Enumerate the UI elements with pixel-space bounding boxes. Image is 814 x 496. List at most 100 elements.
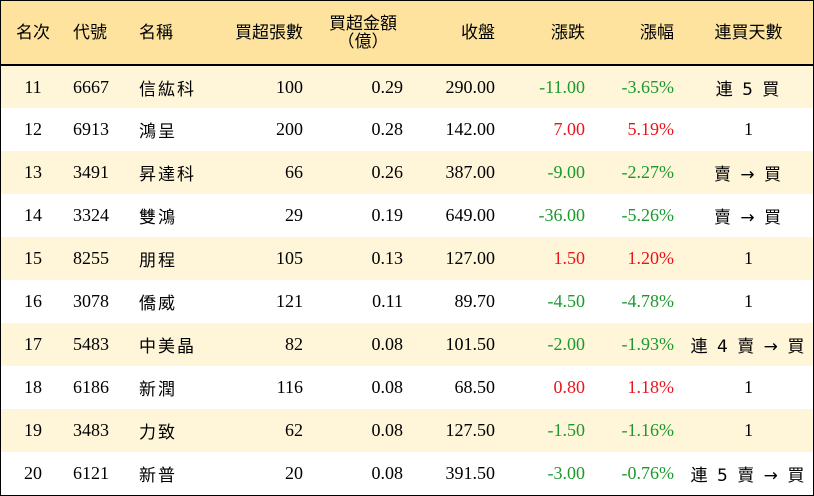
cell-code: 6913 (73, 119, 109, 139)
cell-change: 7.00 (553, 119, 586, 139)
cell-change-pct: -1.16% (621, 420, 675, 440)
cell-change-pct: -5.26% (621, 205, 675, 225)
header-code: 代號 (65, 1, 131, 66)
cell-change: -1.50 (547, 420, 586, 440)
cell-change: -4.50 (547, 291, 586, 311)
cell-close: 89.70 (454, 291, 496, 311)
cell-code: 6186 (73, 377, 109, 397)
cell-rank: 15 (24, 248, 42, 268)
cell-name: 力致 (139, 423, 177, 443)
cell-close: 101.50 (445, 334, 496, 354)
cell-rank: 13 (24, 162, 42, 182)
cell-change: -3.00 (547, 463, 586, 483)
cell-consecutive-days: 連 4 賣 → 買 (690, 337, 807, 357)
cell-change: -9.00 (547, 162, 586, 182)
cell-change-pct: 1.20% (627, 248, 675, 268)
cell-name: 昇達科 (139, 165, 196, 185)
cell-code: 6121 (73, 463, 109, 483)
cell-net-buy-amount: 0.08 (371, 420, 404, 440)
cell-code: 3324 (73, 205, 109, 225)
table-row: 18 6186 新潤 116 0.08 68.50 0.80 1.18% 1 (1, 366, 813, 409)
table-row: 14 3324 雙鴻 29 0.19 649.00 -36.00 -5.26% 賣 → 買 (1, 194, 813, 237)
cell-net-buy-amount: 0.19 (371, 205, 404, 225)
cell-change: 0.80 (553, 377, 586, 397)
cell-close: 391.50 (445, 463, 496, 483)
header-rank: 名次 (1, 1, 65, 66)
cell-change-pct: -3.65% (621, 76, 675, 97)
cell-net-buy-lots: 82 (285, 334, 303, 354)
table-row: 19 3483 力致 62 0.08 127.50 -1.50 -1.16% 1 (1, 409, 813, 452)
cell-consecutive-days: 賣 → 買 (713, 208, 784, 228)
cell-net-buy-lots: 29 (285, 205, 303, 225)
cell-name: 中美晶 (139, 337, 196, 357)
cell-net-buy-amount: 0.26 (371, 162, 404, 182)
cell-rank: 16 (24, 291, 42, 311)
cell-rank: 18 (24, 377, 42, 397)
cell-change-pct: -1.93% (621, 334, 675, 354)
cell-net-buy-amount: 0.08 (371, 463, 404, 483)
cell-net-buy-lots: 66 (285, 162, 303, 182)
cell-net-buy-amount: 0.29 (371, 76, 404, 97)
cell-change-pct: 1.18% (627, 377, 675, 397)
header-name: 名稱 (131, 1, 213, 66)
cell-net-buy-amount: 0.08 (371, 377, 404, 397)
table-header-row: 名次 代號 名稱 買超張數 買超金額 （億） 收盤 漲跌 漲幅 連買天數 (1, 1, 813, 66)
cell-close: 387.00 (445, 162, 496, 182)
cell-consecutive-days: 1 (744, 291, 753, 311)
table-row: 12 6913 鴻呈 200 0.28 142.00 7.00 5.19% 1 (1, 108, 813, 151)
cell-name: 朋程 (139, 251, 177, 271)
cell-net-buy-lots: 116 (276, 377, 303, 397)
cell-consecutive-days: 1 (744, 248, 753, 268)
cell-close: 649.00 (445, 205, 496, 225)
cell-rank: 11 (24, 76, 42, 97)
header-net-buy-amount-line2: （億） (337, 31, 389, 52)
cell-rank: 19 (24, 420, 42, 440)
table-row: 20 6121 新普 20 0.08 391.50 -3.00 -0.76% 連 5 賣 → 買 (1, 452, 813, 495)
cell-consecutive-days: 連 5 賣 → 買 (690, 466, 807, 486)
cell-name: 新潤 (139, 380, 177, 400)
cell-code: 5483 (73, 334, 109, 354)
cell-code: 6667 (73, 76, 109, 97)
header-change: 漲跌 (505, 1, 595, 66)
table-row: 11 6667 信紘科 100 0.29 290.00 -11.00 -3.65% 連 5 買 (1, 65, 813, 108)
cell-change: -11.00 (539, 76, 585, 97)
cell-name: 新普 (139, 466, 177, 486)
header-close: 收盤 (413, 1, 505, 66)
cell-change: 1.50 (553, 248, 586, 268)
cell-code: 8255 (73, 248, 109, 268)
header-net-buy-amount: 買超金額 （億） (313, 1, 413, 66)
cell-rank: 20 (24, 463, 42, 483)
cell-change-pct: -4.78% (621, 291, 675, 311)
cell-close: 68.50 (454, 377, 496, 397)
table-row: 13 3491 昇達科 66 0.26 387.00 -9.00 -2.27% 賣 → 買 (1, 151, 813, 194)
cell-consecutive-days: 賣 → 買 (713, 165, 784, 185)
cell-rank: 17 (24, 334, 42, 354)
cell-rank: 14 (24, 205, 42, 225)
cell-net-buy-lots: 105 (276, 248, 303, 268)
cell-net-buy-amount: 0.13 (371, 248, 404, 268)
cell-net-buy-lots: 121 (276, 291, 303, 311)
header-net-buy-lots: 買超張數 (213, 1, 313, 66)
cell-close: 127.00 (445, 248, 496, 268)
cell-change-pct: -0.76% (621, 463, 675, 483)
cell-close: 290.00 (445, 76, 496, 97)
cell-change: -36.00 (538, 205, 586, 225)
cell-consecutive-days: 1 (744, 119, 753, 139)
cell-consecutive-days: 1 (744, 420, 753, 440)
header-change-pct: 漲幅 (595, 1, 684, 66)
table-row: 15 8255 朋程 105 0.13 127.00 1.50 1.20% 1 (1, 237, 813, 280)
cell-code: 3491 (73, 162, 109, 182)
cell-net-buy-amount: 0.28 (371, 119, 404, 139)
cell-net-buy-lots: 20 (285, 463, 303, 483)
cell-close: 127.50 (445, 420, 496, 440)
header-consecutive-days: 連買天數 (684, 1, 813, 66)
cell-close: 142.00 (445, 119, 496, 139)
cell-code: 3483 (73, 420, 109, 440)
cell-change-pct: 5.19% (627, 119, 675, 139)
table-row: 16 3078 僑威 121 0.11 89.70 -4.50 -4.78% 1 (1, 280, 813, 323)
cell-net-buy-lots: 200 (276, 119, 303, 139)
cell-name: 僑威 (139, 294, 177, 314)
